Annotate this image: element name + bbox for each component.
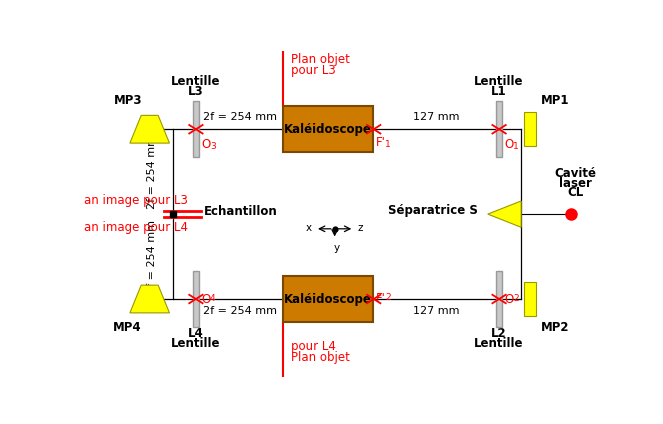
Text: CL: CL [567,187,583,199]
Polygon shape [130,285,170,313]
Text: an image pour L3: an image pour L3 [84,194,188,207]
Text: 127 mm: 127 mm [413,112,459,122]
Text: F': F' [376,137,386,149]
Bar [192,271,200,327]
Text: pour L3: pour L3 [291,64,335,77]
Text: Plan objet: Plan objet [291,351,350,364]
Text: y: y [333,243,339,253]
Text: L2: L2 [491,327,507,340]
Bar [496,271,503,327]
Text: pour L4: pour L4 [291,340,336,353]
Text: O: O [505,138,513,151]
Text: 3: 3 [210,142,215,151]
Text: Kaléidoscope: Kaléidoscope [284,123,372,136]
Bar [283,106,373,152]
Text: Lentille: Lentille [171,337,221,349]
Text: Cavité: Cavité [554,167,596,180]
Text: 2f = 254 mm: 2f = 254 mm [203,306,276,316]
Text: O: O [505,293,513,306]
Text: 1: 1 [513,142,518,151]
Text: Lentille: Lentille [474,337,524,349]
Text: Kaléidoscope: Kaléidoscope [284,293,372,306]
Text: 1: 1 [385,139,391,149]
Text: Lentille: Lentille [171,75,221,89]
Text: 2f = 254 mm: 2f = 254 mm [147,220,157,293]
Text: 2: 2 [513,294,518,303]
Text: L3: L3 [188,85,204,98]
Text: 2f = 254 mm: 2f = 254 mm [147,135,157,209]
Bar [496,101,503,157]
Text: 127 mm: 127 mm [413,306,459,316]
Polygon shape [488,201,521,227]
Text: O: O [201,138,210,151]
Text: L4: L4 [188,327,204,340]
Text: Plan objet: Plan objet [291,53,350,66]
Text: an image pour L4: an image pour L4 [84,221,188,234]
Text: z: z [357,223,363,233]
Bar [524,112,536,146]
Text: L1: L1 [491,85,507,98]
Text: MP3: MP3 [113,94,142,107]
Text: MP2: MP2 [541,321,570,334]
Text: Séparatrice S: Séparatrice S [388,204,477,218]
Text: MP1: MP1 [541,94,570,107]
Text: F': F' [376,292,386,305]
Text: laser: laser [559,177,591,190]
Text: Echantillon: Echantillon [204,205,277,218]
Text: 2f = 254 mm: 2f = 254 mm [203,112,276,122]
Bar [524,282,536,316]
Bar [192,101,200,157]
Text: O: O [201,293,210,306]
Polygon shape [130,115,170,143]
Text: 2: 2 [385,293,391,302]
Text: x: x [306,223,312,233]
Text: MP4: MP4 [113,321,142,334]
Bar [283,276,373,322]
Text: Lentille: Lentille [474,75,524,89]
Text: 4: 4 [210,294,215,303]
